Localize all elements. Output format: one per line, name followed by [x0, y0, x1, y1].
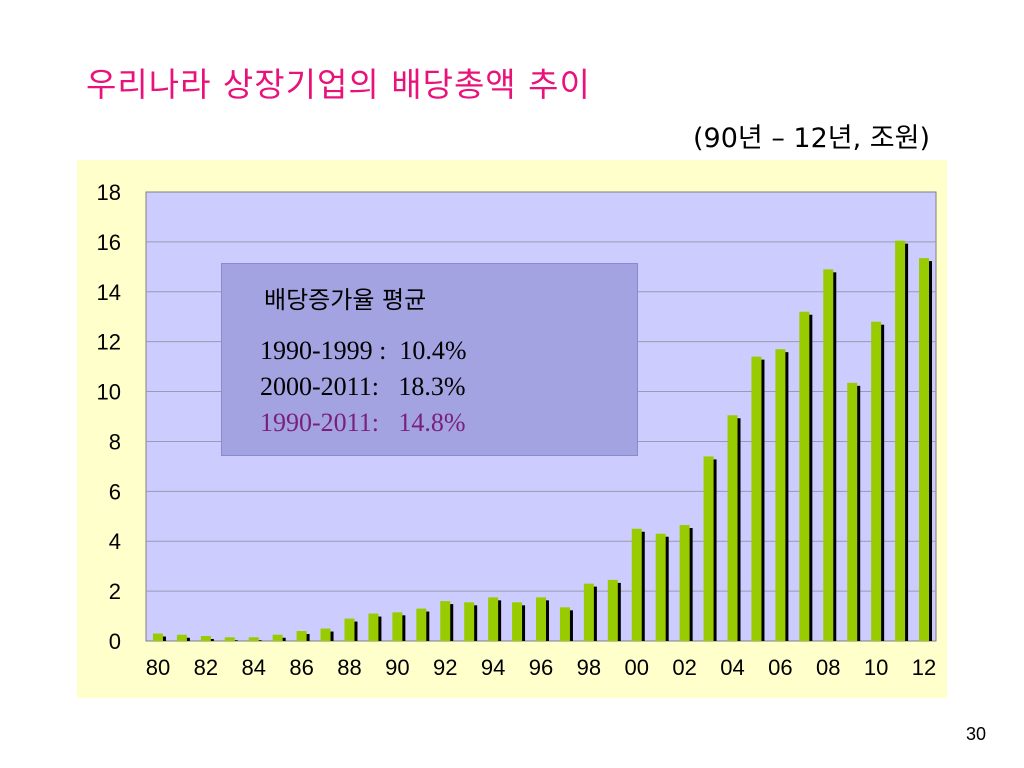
- x-tick-label-88: 88: [337, 655, 361, 680]
- x-tick-label-90: 90: [385, 655, 409, 680]
- x-tick-label-04: 04: [720, 655, 744, 680]
- x-tick-label-82: 82: [194, 655, 218, 680]
- bar-98: [583, 583, 594, 641]
- stat-line-2000-2011: 2000-2011: 18.3%: [260, 372, 466, 401]
- bar-83: [224, 637, 235, 641]
- bar-82: [200, 636, 211, 641]
- page-title: 우리나라 상장기업의 배당총액 추이: [86, 65, 591, 104]
- bar-87: [320, 628, 331, 641]
- bar-94: [488, 597, 499, 641]
- x-tick-label-86: 86: [289, 655, 313, 680]
- x-tick-label-12: 12: [912, 655, 936, 680]
- bar-99: [607, 579, 618, 641]
- bar-91: [416, 608, 427, 641]
- bar-88: [344, 618, 355, 641]
- y-tick-label: 6: [109, 479, 121, 504]
- stats-box: 배당증가율 평균 1990-1999 : 10.4% 2000-2011: 18…: [221, 263, 638, 456]
- bar-05: [751, 356, 762, 641]
- bar-11: [895, 240, 906, 641]
- x-tick-label-02: 02: [672, 655, 696, 680]
- stat-line-1990-1999: 1990-1999 : 10.4%: [260, 336, 467, 365]
- bar-02: [679, 525, 690, 641]
- page-subtitle: (90년 – 12년, 조원): [693, 123, 930, 154]
- x-tick-label-06: 06: [768, 655, 792, 680]
- bar-85: [272, 634, 283, 641]
- x-tick-label-96: 96: [529, 655, 553, 680]
- bar-00: [631, 528, 642, 641]
- page-number: 30: [965, 724, 986, 744]
- stats-heading: 배당증가율 평균: [264, 286, 427, 314]
- x-tick-label-84: 84: [241, 655, 265, 680]
- bar-81: [176, 634, 187, 641]
- bar-07: [799, 311, 810, 641]
- bar-06: [775, 349, 786, 641]
- y-tick-label: 14: [97, 280, 121, 305]
- y-tick-label: 4: [109, 529, 121, 554]
- y-tick-label: 10: [97, 380, 121, 405]
- y-tick-label: 18: [97, 180, 121, 205]
- x-tick-label-98: 98: [577, 655, 601, 680]
- y-tick-label: 12: [97, 330, 121, 355]
- bar-95: [512, 602, 523, 641]
- bar-12: [919, 258, 930, 641]
- bar-96: [536, 597, 546, 641]
- y-tick-label: 8: [109, 429, 121, 454]
- bar-03: [703, 456, 714, 641]
- x-tick-label-94: 94: [481, 655, 505, 680]
- bar-04: [727, 415, 738, 641]
- bar-90: [392, 612, 403, 641]
- bar-84: [248, 637, 259, 641]
- x-tick-label-10: 10: [864, 655, 888, 680]
- bar-08: [823, 269, 834, 641]
- bar-97: [559, 607, 570, 641]
- y-tick-label: 0: [109, 629, 121, 654]
- y-tick-label: 16: [97, 230, 121, 255]
- x-tick-label-80: 80: [146, 655, 170, 680]
- bar-10: [871, 321, 882, 641]
- bar-92: [440, 601, 451, 641]
- stat-line-1990-2011: 1990-2011: 14.8%: [260, 408, 466, 437]
- y-tick-label: 2: [109, 579, 121, 604]
- bar-80: [152, 633, 163, 641]
- x-tick-label-92: 92: [433, 655, 457, 680]
- bar-01: [655, 533, 666, 641]
- x-tick-label-08: 08: [816, 655, 840, 680]
- bar-09: [847, 382, 858, 641]
- x-tick-label-00: 00: [625, 655, 649, 680]
- bar-86: [296, 631, 307, 641]
- bar-89: [368, 613, 379, 641]
- bar-93: [464, 602, 475, 641]
